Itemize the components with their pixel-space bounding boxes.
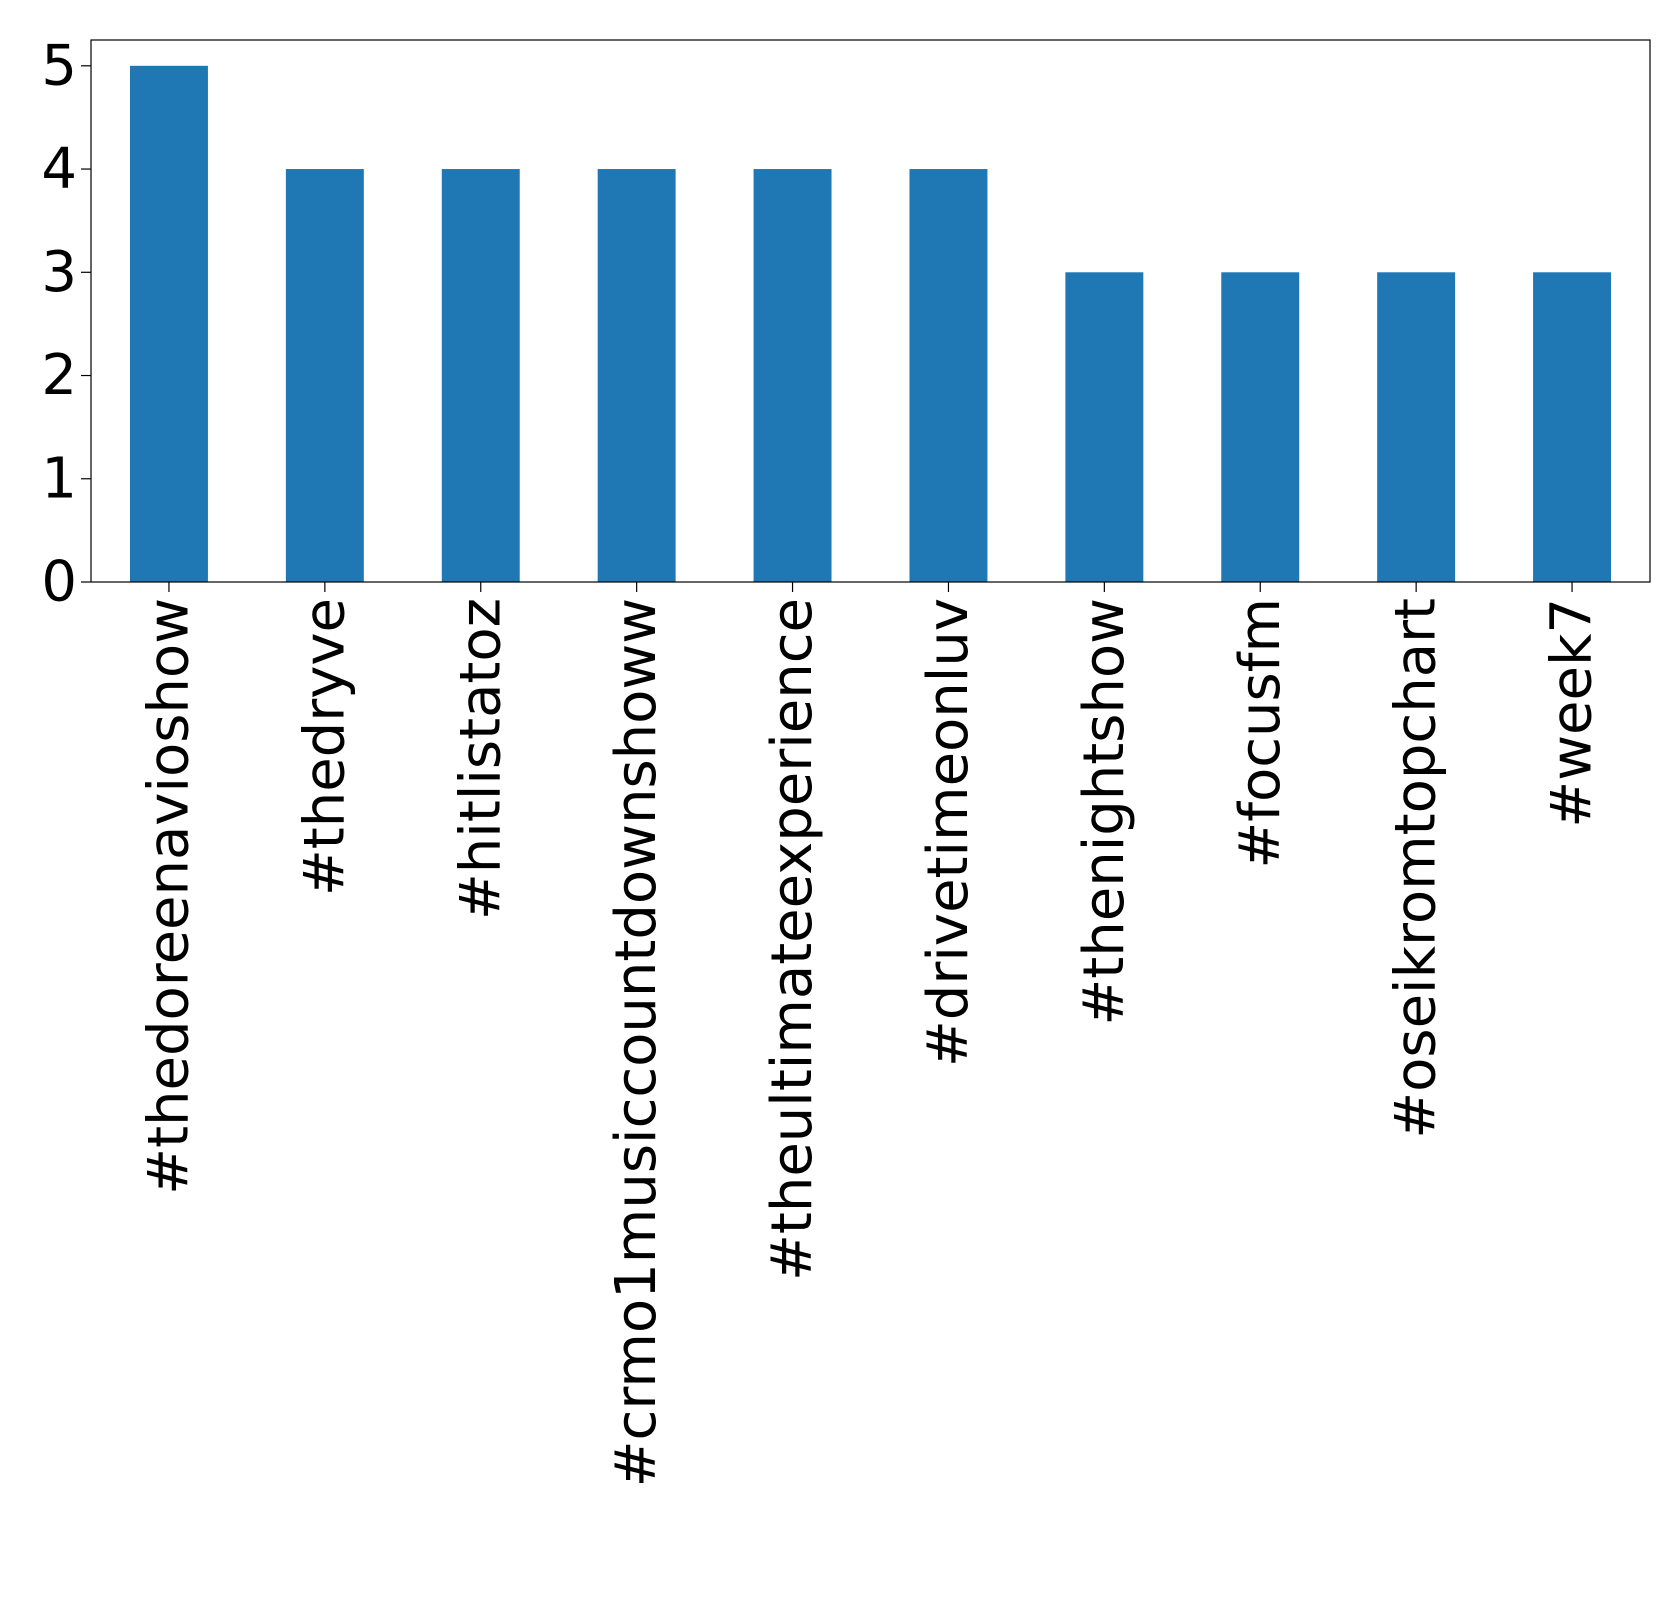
y-tick-label-0: 0: [41, 550, 77, 615]
y-tick-label-3: 3: [41, 240, 77, 305]
bar-1: [285, 169, 364, 583]
x-axis: #thedoreenavioshow #thedryve #hitlistatoz #…: [136, 582, 1605, 1487]
bar-8: [1377, 272, 1456, 582]
bar-6: [1065, 272, 1144, 582]
bar-7: [1221, 272, 1300, 582]
x-tick-label-7: #focusfm: [1228, 598, 1293, 869]
y-tick-label-1: 1: [41, 446, 77, 511]
bar-2: [441, 169, 520, 583]
bar-0: [129, 65, 208, 583]
x-tick-label-5: #drivetimeonluv: [916, 598, 981, 1067]
y-axis: 0 1 2 3 4 5: [41, 33, 91, 615]
bar-9: [1533, 272, 1612, 582]
x-tick-label-8: #oseikromtopchart: [1384, 598, 1449, 1139]
x-tick-label-6: #thenightshow: [1072, 598, 1137, 1026]
plot-frame: [90, 39, 1651, 583]
y-tick-label-2: 2: [41, 343, 77, 408]
x-tick-label-3: #crmo1musiccountdownshoww: [604, 598, 669, 1487]
bar-4: [753, 169, 832, 583]
y-tick-label-5: 5: [41, 33, 77, 98]
bars-group: [129, 65, 1612, 583]
y-tick-label-4: 4: [41, 137, 77, 202]
bar-3: [597, 169, 676, 583]
x-tick-label-0: #thedoreenavioshow: [136, 598, 201, 1195]
bar-5: [909, 169, 988, 583]
x-tick-label-9: #week7: [1540, 598, 1605, 828]
x-tick-label-4: #theultimateexperience: [760, 598, 825, 1281]
x-tick-label-2: #hitlistatoz: [448, 598, 513, 920]
x-tick-label-1: #thedryve: [292, 598, 357, 896]
